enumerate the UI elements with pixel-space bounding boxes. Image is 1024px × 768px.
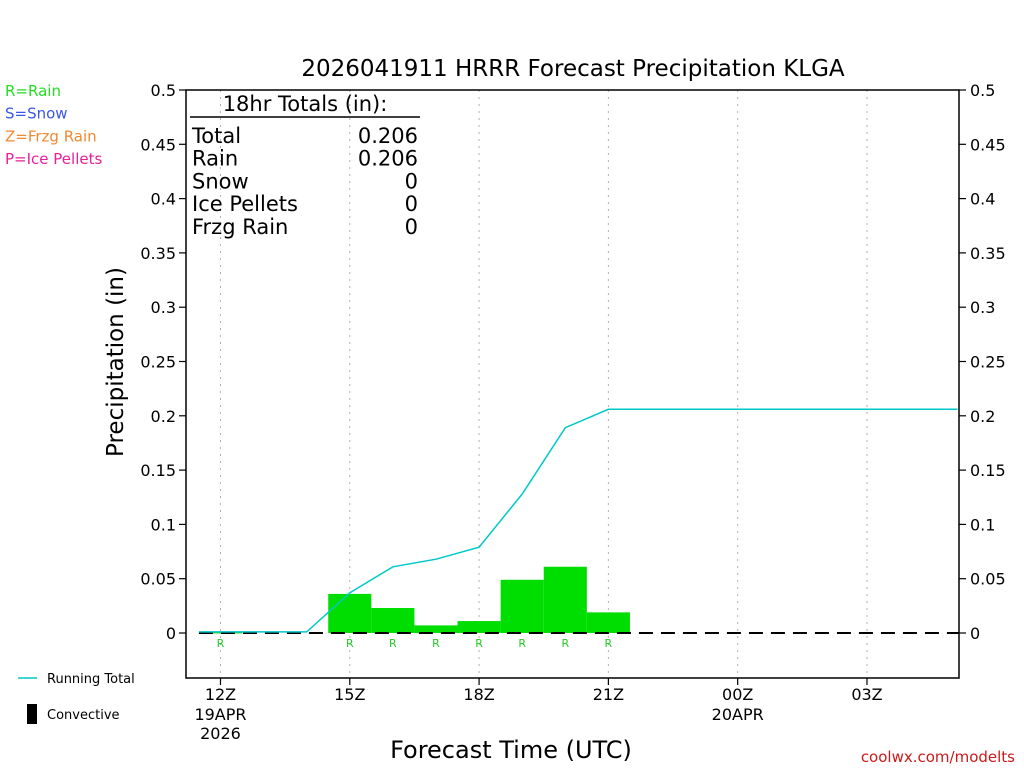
totals-rows: Total 0.206 Rain 0.206 Snow 0 Ice Pellets 0 Frzg… — [191, 124, 418, 239]
totals-row-label: Frzg Rain — [192, 215, 288, 239]
totals-row-value: 0 — [405, 192, 418, 216]
precip-type-marker: R — [605, 637, 613, 650]
precip-bar — [586, 612, 630, 633]
precip-type-marker: R — [518, 637, 526, 650]
y-tick-label-right: 0.45 — [970, 135, 1006, 154]
y-tick-label-left: 0.05 — [140, 570, 176, 589]
grid-lines — [219, 90, 868, 678]
x-tick-date: 19APR — [194, 705, 246, 724]
y-axis-label: Precipitation (in) — [103, 267, 129, 457]
totals-row-label: Ice Pellets — [192, 192, 298, 216]
y-tick-label-right: 0.1 — [970, 515, 995, 534]
y-tick-label-right: 0.4 — [970, 190, 995, 209]
credit-text: coolwx.com/modelts — [861, 748, 1015, 766]
plot-frame — [185, 89, 960, 679]
y-tick-label-left: 0.35 — [140, 244, 176, 263]
totals-row-value: 0.206 — [358, 147, 418, 171]
convective-legend-swatch — [27, 704, 37, 724]
y-tick-label-right: 0.2 — [970, 407, 995, 426]
precip-type-marker: R — [217, 637, 225, 650]
precip-type-marker: R — [432, 637, 440, 650]
totals-box: 18hr Totals (in): Total 0.206 Rain 0.206 Sno… — [190, 92, 420, 239]
y-tick-label-right: 0.15 — [970, 461, 1006, 480]
y-tick-label-left: 0.3 — [151, 298, 176, 317]
x-tick-label: 15Z — [334, 685, 365, 704]
precip-bar — [414, 625, 458, 633]
y-tick-label-right: 0.35 — [970, 244, 1006, 263]
y-tick-label-left: 0.4 — [151, 190, 176, 209]
y-tick-label-right: 0.5 — [970, 81, 995, 100]
x-tick-label: 21Z — [593, 685, 624, 704]
precip-bar — [457, 621, 501, 633]
y-tick-label-left: 0.45 — [140, 135, 176, 154]
running-total-line — [198, 408, 958, 633]
running-total-series — [198, 408, 958, 633]
precip-bar — [543, 566, 587, 633]
x-tick-label: 03Z — [851, 685, 882, 704]
y-tick-label-right: 0 — [970, 624, 980, 643]
precip-type-marker: R — [561, 637, 569, 650]
series-legend-label: Running Total — [47, 672, 135, 687]
y-tick-label-left: 0.25 — [140, 353, 176, 372]
y-tick-label-right: 0.25 — [970, 353, 1006, 372]
precip-bar — [371, 608, 415, 633]
series-legend-label: Convective — [47, 708, 120, 723]
totals-row-value: 0 — [405, 169, 418, 193]
chart-title: 2026041911 HRRR Forecast Precipitation K… — [301, 56, 845, 82]
x-tick-year: 2026 — [200, 724, 241, 743]
x-tick-label: 18Z — [463, 685, 494, 704]
precip-bar — [198, 631, 243, 634]
precip-type-legend-item: S=Snow — [5, 105, 68, 123]
y-tick-label-left: 0.2 — [151, 407, 176, 426]
totals-header: 18hr Totals (in): — [223, 92, 388, 116]
totals-row-label: Total — [191, 124, 241, 148]
precip-bar — [328, 593, 372, 633]
y-tick-label-right: 0.3 — [970, 298, 995, 317]
totals-row-label: Snow — [192, 169, 249, 193]
series-legend: Running Total Convective — [18, 672, 135, 724]
totals-row-value: 0 — [405, 215, 418, 239]
y-tick-label-left: 0.1 — [151, 515, 176, 534]
x-tick-date: 20APR — [712, 705, 764, 724]
x-axis-label: Forecast Time (UTC) — [390, 736, 632, 764]
y-tick-label-left: 0.15 — [140, 461, 176, 480]
totals-row-value: 0.206 — [358, 124, 418, 148]
x-tick-label: 12Z — [205, 685, 236, 704]
precip-type-marker: R — [346, 637, 354, 650]
y-tick-label-left: 0 — [166, 624, 176, 643]
y-tick-label-right: 0.05 — [970, 570, 1006, 589]
y-tick-label-left: 0.5 — [151, 81, 176, 100]
precip-type-legend-item: Z=Frzg Rain — [5, 127, 97, 145]
precip-type-legend-item: R=Rain — [5, 82, 61, 100]
precip-type-marker: R — [475, 637, 483, 650]
x-tick-label: 00Z — [722, 685, 753, 704]
precip-type-marker: R — [389, 637, 397, 650]
precip-bar — [500, 579, 544, 633]
totals-row-label: Rain — [192, 147, 238, 171]
precip-type-legend-item: P=Ice Pellets — [5, 150, 102, 168]
precip-bars — [198, 566, 630, 634]
precip-type-legend: R=Rain S=Snow Z=Frzg Rain P=Ice Pellets — [5, 82, 102, 168]
